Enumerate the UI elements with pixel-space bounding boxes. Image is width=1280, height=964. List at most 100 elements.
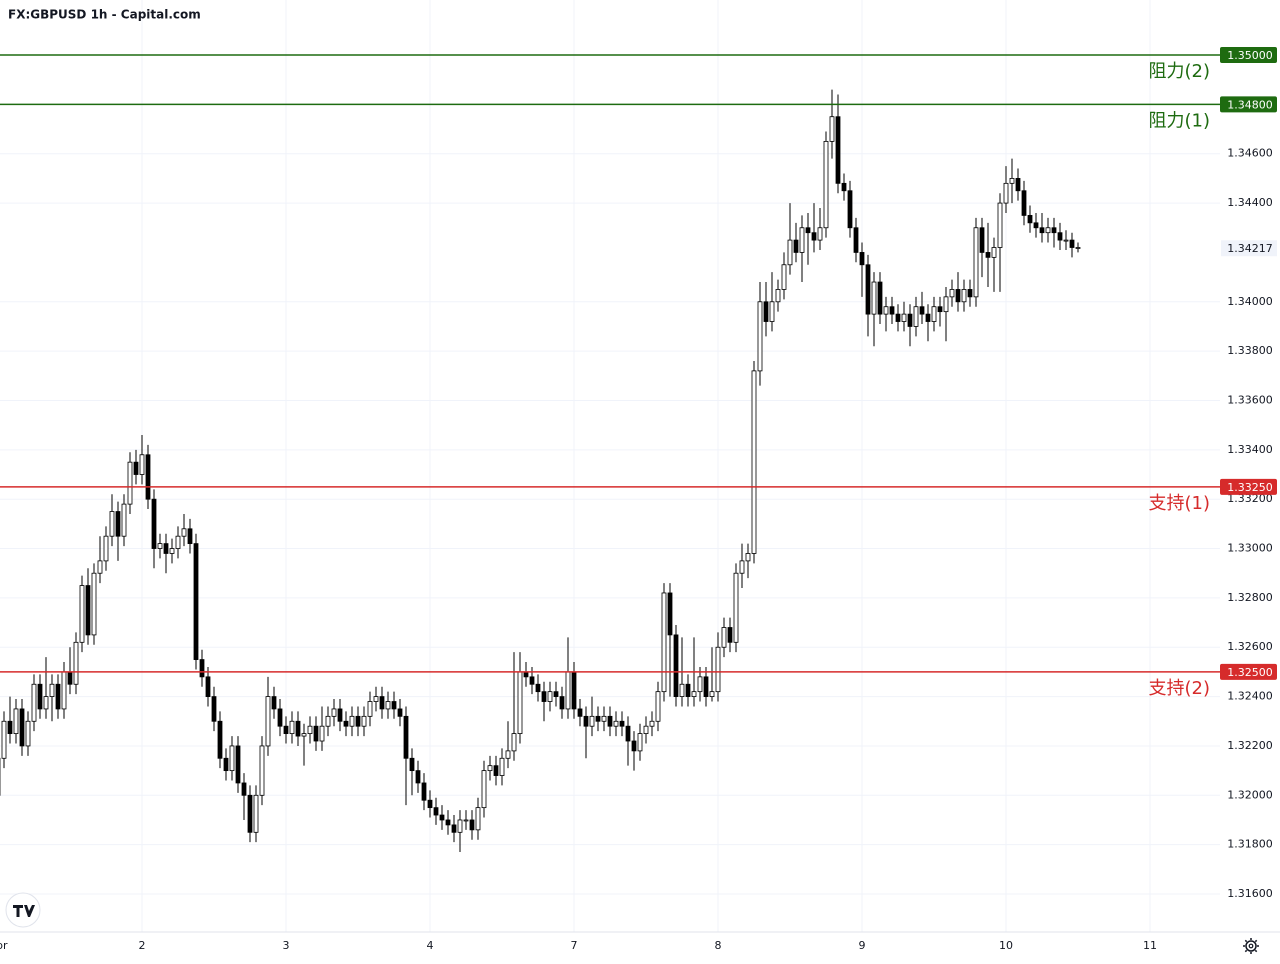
y-tick-label: 1.33000 bbox=[1227, 542, 1273, 555]
candle-body bbox=[859, 252, 865, 266]
candle-body bbox=[973, 227, 979, 298]
level-price-box bbox=[1220, 47, 1277, 64]
candle-body bbox=[895, 313, 901, 322]
candle-body bbox=[1039, 227, 1045, 234]
candle-body bbox=[541, 691, 547, 702]
candle-body bbox=[835, 116, 841, 184]
x-tick-label: 9 bbox=[859, 939, 866, 952]
candle-body bbox=[79, 585, 85, 643]
candle-body bbox=[1051, 227, 1057, 234]
candle-body bbox=[697, 676, 703, 693]
candle-body bbox=[877, 281, 883, 315]
candle-body bbox=[655, 691, 661, 722]
candle-body bbox=[355, 715, 361, 727]
candle-body bbox=[1033, 222, 1039, 229]
candle-body bbox=[289, 720, 295, 735]
candle-body bbox=[625, 725, 631, 742]
candle-body bbox=[1015, 178, 1021, 192]
candle-body bbox=[553, 691, 559, 697]
level-name: 支持(1) bbox=[1149, 493, 1211, 514]
candle-body bbox=[1, 720, 7, 759]
candle-body bbox=[565, 671, 571, 710]
y-tick-label: 1.32800 bbox=[1227, 591, 1273, 604]
candle-body bbox=[487, 765, 493, 772]
candle-body bbox=[577, 708, 583, 717]
candle-body bbox=[169, 548, 175, 554]
y-tick-label: 1.32400 bbox=[1227, 690, 1273, 703]
candle-body bbox=[829, 116, 835, 142]
candle-body bbox=[175, 535, 181, 549]
candle-body bbox=[457, 819, 463, 833]
y-tick-label: 1.34000 bbox=[1227, 295, 1273, 308]
candle-body bbox=[787, 239, 793, 266]
y-tick-label: 1.33800 bbox=[1227, 344, 1273, 357]
candle-body bbox=[229, 745, 235, 772]
candle-body bbox=[271, 696, 277, 710]
candle-body bbox=[727, 627, 733, 643]
candle-body bbox=[919, 306, 925, 315]
candle-body bbox=[745, 553, 751, 562]
candle-body bbox=[43, 696, 49, 710]
y-tick-label: 1.32200 bbox=[1227, 739, 1273, 752]
x-tick-label: 8 bbox=[715, 939, 722, 952]
level-price-box bbox=[1220, 96, 1277, 113]
candle-body bbox=[463, 819, 469, 822]
candle-body bbox=[379, 696, 385, 710]
candle-body bbox=[883, 306, 889, 315]
candle-body bbox=[265, 696, 271, 747]
level-price-box bbox=[1220, 478, 1277, 495]
level-price-label: 1.33250 bbox=[1227, 481, 1273, 494]
candle-body bbox=[253, 794, 259, 833]
y-tick-label: 1.31800 bbox=[1227, 838, 1273, 851]
y-tick-label: 1.34400 bbox=[1227, 196, 1273, 209]
candle-body bbox=[721, 627, 727, 648]
candle-body bbox=[841, 182, 847, 192]
candle-body bbox=[757, 301, 763, 372]
candle-body bbox=[853, 227, 859, 253]
candle-body bbox=[769, 301, 775, 322]
candle-body bbox=[811, 232, 817, 241]
candle-body bbox=[13, 708, 19, 735]
y-tick-label: 1.33200 bbox=[1227, 492, 1273, 505]
candle-body bbox=[817, 227, 823, 241]
settings-icon[interactable] bbox=[1243, 938, 1259, 954]
candle-body bbox=[367, 701, 373, 717]
candle-body bbox=[637, 733, 643, 752]
candle-body bbox=[1045, 227, 1051, 234]
x-tick-label: 2 bbox=[139, 939, 146, 952]
candle-body bbox=[667, 592, 673, 636]
plot-area bbox=[0, 89, 1081, 853]
candle-body bbox=[955, 289, 961, 303]
candle-body bbox=[709, 691, 715, 697]
candle-body bbox=[793, 239, 799, 253]
candle-body bbox=[193, 543, 199, 660]
candle-body bbox=[865, 264, 871, 315]
candle-body bbox=[349, 715, 355, 727]
level-price-label: 1.32500 bbox=[1227, 666, 1273, 679]
candle-body bbox=[691, 691, 697, 697]
candle-body bbox=[985, 252, 991, 258]
candle-body bbox=[643, 725, 649, 735]
candle-body bbox=[301, 733, 307, 737]
candle-body bbox=[493, 765, 499, 776]
last-price-box bbox=[1221, 240, 1277, 257]
level-price-label: 1.34800 bbox=[1227, 98, 1273, 111]
candle-body bbox=[589, 715, 595, 727]
candle-body bbox=[715, 646, 721, 693]
axes: 1.31600 1.31800 1.32000 1.32200 1.32400 1.326… bbox=[0, 147, 1277, 952]
candle-body bbox=[325, 715, 331, 727]
candle-body bbox=[967, 289, 973, 298]
candle-body bbox=[277, 708, 283, 727]
x-tick-label: 10 bbox=[999, 939, 1013, 952]
candle-body bbox=[547, 691, 553, 702]
candle-body bbox=[421, 782, 427, 801]
candle-body bbox=[1075, 247, 1081, 249]
candle-body bbox=[661, 592, 667, 693]
candle-body bbox=[55, 683, 61, 710]
candle-body bbox=[397, 708, 403, 717]
candle-body bbox=[115, 511, 121, 537]
candle-body bbox=[7, 720, 13, 735]
candle-body bbox=[49, 683, 55, 697]
